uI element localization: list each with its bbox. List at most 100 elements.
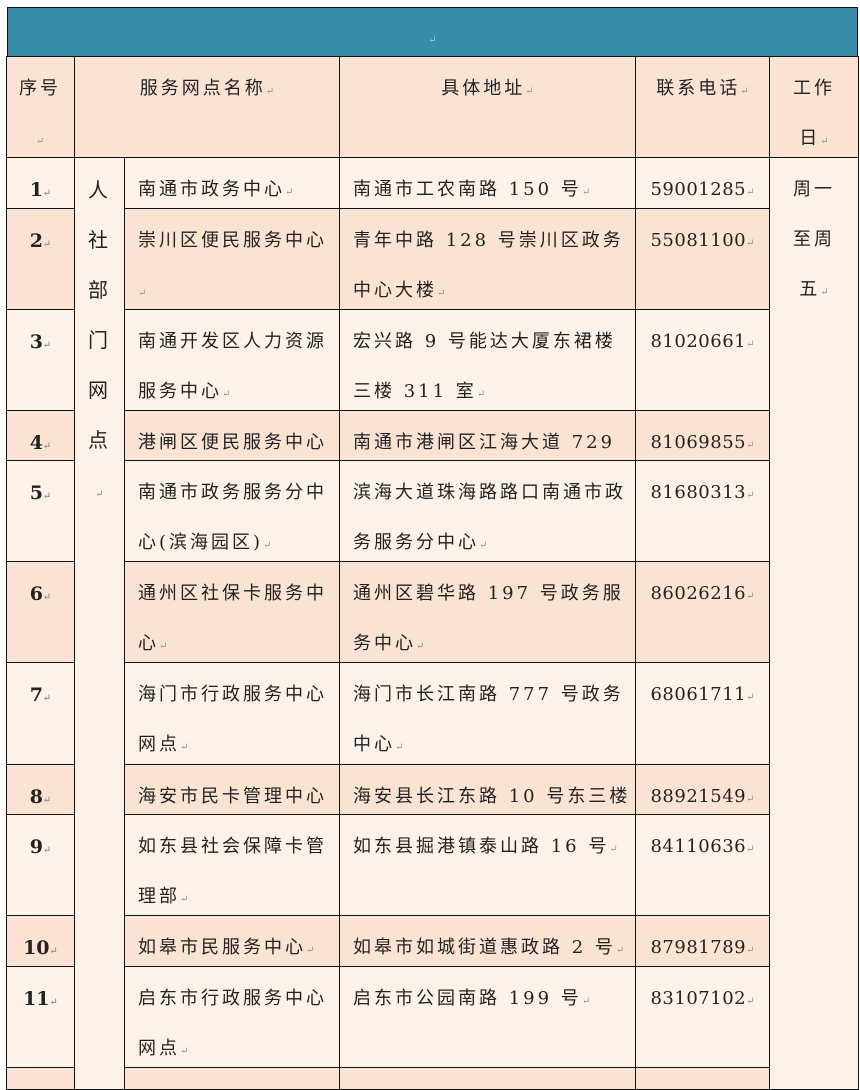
paragraph-mark-icon: ↵ [615,945,625,956]
header-index: 序号 ↵ [15,57,65,159]
row-name: 海安市民卡管理中心↵ [124,764,340,815]
paragraph-mark-icon: ↵ [746,187,755,198]
paragraph-mark-icon: ↵ [35,136,45,147]
row-address-text: 青年中路 128 号崇川区政务中心大楼 [353,230,624,301]
row-index: 5↵ [6,460,75,562]
row-phone: 81020661↵ [635,309,770,411]
row-address: 如皋市如城街道惠政路 2 号↵ [339,915,636,967]
row-name: 如东县社会保障卡管理部↵ [124,814,340,916]
row-address: 启东市公园南路 199 号↵ [339,966,636,1068]
row-index-text: 11 [23,988,50,1010]
row-name-text: 海门市行政服务中心网点 [138,684,327,755]
row-phone: 68061711↵ [635,662,770,765]
row-index-text: 3 [29,331,43,353]
row-address-text: 滨海大道珠海路路口南通市政务服务分中心 [353,482,626,553]
header-address-text: 具体地址 [441,78,526,99]
row-address-text: 如皋市如城街道惠政路 2 号 [353,937,616,958]
row-index-text: 9 [29,836,43,858]
row-trail-phone [635,1067,770,1090]
paragraph-mark-icon: ↵ [42,795,52,806]
row-phone: 55081100↵ [635,208,770,310]
row-phone-text: 86026216 [650,583,747,604]
row-phone-text: 87981789 [650,937,747,958]
header-name: 服务网点名称↵ [74,56,340,158]
paragraph-mark-icon: ↵ [746,238,755,249]
paragraph-mark-icon: ↵ [180,1046,189,1057]
paragraph-mark-icon: ↵ [265,86,275,97]
row-name: 启东市行政服务中心网点↵ [124,966,340,1068]
paragraph-mark-icon: ↵ [42,340,52,351]
row-address-text: 海安县长江东路 10 号东三楼 [353,786,631,807]
row-name: 通州区社保卡服务中心↵ [124,561,340,663]
row-name: 南通开发区人力资源服务中心↵ [124,309,340,411]
paragraph-mark-icon: ↵ [746,794,755,805]
paragraph-mark-icon: ↵ [820,287,829,298]
row-phone: 88921549↵ [635,764,770,815]
row-address: 海安县长江东路 10 号东三楼↵ [339,764,636,815]
paragraph-mark-icon: ↵ [746,692,755,703]
row-index-text: 6 [29,583,43,605]
header-phone: 联系电话↵ [635,56,770,158]
paragraph-mark-icon: ↵ [746,591,755,602]
paragraph-mark-icon: ↵ [138,288,147,299]
paragraph-mark-icon: ↵ [42,693,52,704]
paragraph-mark-icon: ↵ [746,440,755,451]
row-index-text: 2 [29,230,43,252]
workday-cell: 周一至周五↵ [769,157,859,1090]
paragraph-mark-icon: ↵ [180,894,189,905]
row-name-text: 海安市民卡管理中心 [138,786,327,807]
row-phone: 87981789↵ [635,915,770,967]
row-phone-text: 84110636 [650,836,747,857]
paragraph-mark-icon: ↵ [159,641,168,652]
row-trail-index [6,1067,75,1090]
category-cell-text: 人社部门网点 [88,178,111,452]
row-index-text: 5 [29,482,43,504]
row-address-text: 南通市港闸区江海大道 729 号 [353,432,616,453]
paragraph-mark-icon: ↵ [49,997,58,1008]
row-index: 2↵ [6,208,75,310]
row-name-text: 通州区社保卡服务中心 [138,583,327,654]
paragraph-mark-icon: ↵ [746,339,755,350]
row-index: 10↵ [6,915,75,967]
row-name-text: 南通开发区人力资源服务中心 [138,331,327,402]
row-address: 滨海大道珠海路路口南通市政务服务分中心↵ [339,460,636,562]
row-phone: 83107102↵ [635,966,770,1068]
row-phone: 59001285↵ [635,157,770,209]
row-address: 南通市工农南路 150 号↵ [339,157,636,209]
row-name-text: 南通市政务中心 [138,179,285,200]
row-address: 宏兴路 9 号能达大厦东裙楼三楼 311 室↵ [339,309,636,411]
row-index-text: 7 [29,684,43,706]
paragraph-mark-icon: ↵ [42,441,52,452]
paragraph-mark-icon: ↵ [746,490,755,501]
row-name-text: 南通市政务服务分中心(滨海园区) [138,482,327,553]
row-phone: 81680313↵ [635,460,770,562]
row-phone-text: 81680313 [650,482,747,503]
paragraph-mark-icon: ↵ [306,945,315,956]
row-index: 4↵ [6,410,75,461]
paragraph-mark-icon: ↵ [746,996,755,1007]
row-index: 6↵ [6,561,75,663]
header-workday: 工作日↵ [769,56,859,158]
row-phone-text: 55081100 [650,230,747,251]
row-name-text: 崇川区便民服务中心 [138,230,327,251]
header-name-text: 服务网点名称 [139,78,266,99]
row-name-text: 启东市行政服务中心网点 [138,988,327,1059]
paragraph-mark-icon: ↵ [49,946,58,957]
row-index: 3↵ [6,309,75,411]
paragraph-mark-icon: ↵ [740,86,749,97]
paragraph-mark-icon: ↵ [581,187,591,198]
paragraph-mark-icon: ↵ [746,945,755,956]
row-address-text: 通州区碧华路 197 号政务服务中心 [353,583,624,654]
row-name: 港闸区便民服务中心↵ [124,410,340,461]
row-address-text: 启东市公园南路 199 号 [353,988,582,1009]
paragraph-mark-icon: ↵ [746,844,755,855]
row-index-text: 8 [29,786,43,808]
row-phone-text: 83107102 [650,988,747,1009]
paragraph-mark-icon: ↵ [180,742,189,753]
row-address: 通州区碧华路 197 号政务服务中心↵ [339,561,636,663]
row-index: 8↵ [6,764,75,815]
row-name: 海门市行政服务中心网点↵ [124,662,340,765]
row-trail-address [339,1067,636,1090]
paragraph-mark-icon: ↵ [263,540,272,551]
paragraph-mark-icon: ↵ [42,239,52,250]
